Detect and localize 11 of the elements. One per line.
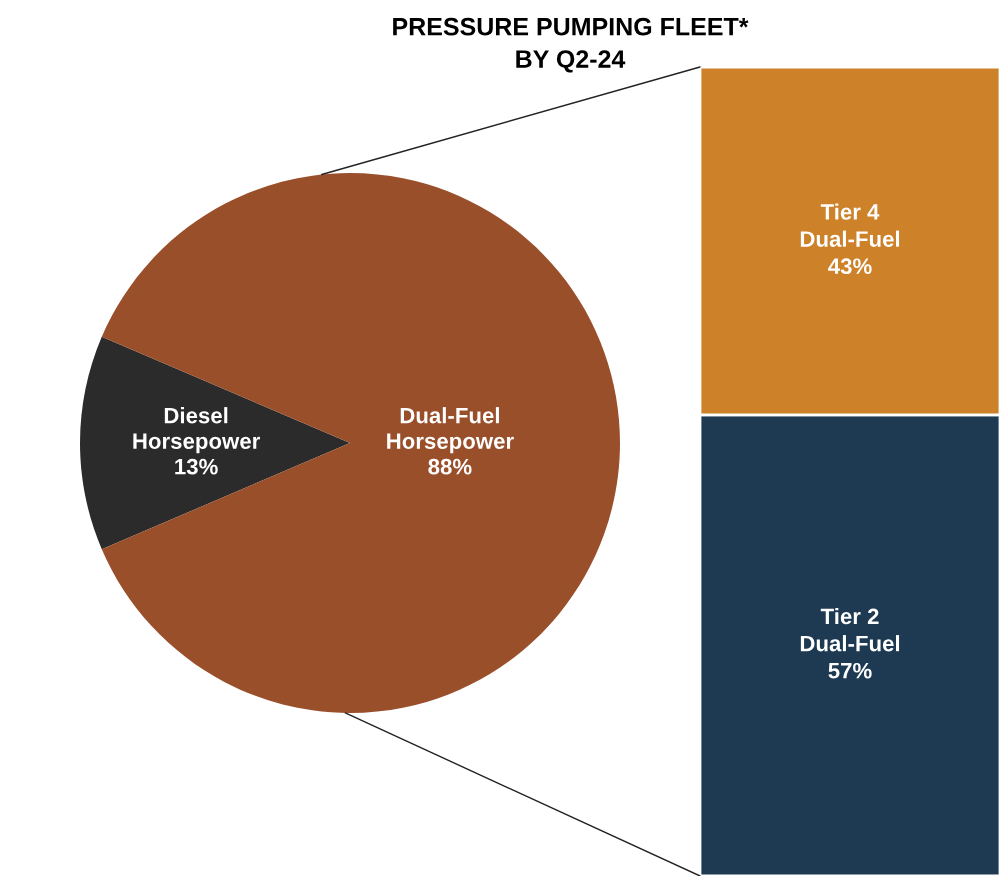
data-label: 13% [175, 458, 218, 475]
series-label: Tier 4 Dual-Fuel [800, 203, 900, 247]
data-label: 43% [828, 258, 872, 275]
pie-slice [80, 336, 350, 550]
chart-title: PRESSURE PUMPING FLEET* BY Q2-24 [393, 17, 749, 73]
data-label: 88% [428, 458, 472, 475]
slice-label: Dual-Fuel Horsepower [387, 407, 514, 454]
pie-slice [101, 173, 620, 713]
slice-label: Diesel Horsepower [133, 407, 260, 454]
series-label: Tier 2 Dual-Fuel [800, 607, 900, 652]
data-label: 57% [828, 662, 872, 679]
